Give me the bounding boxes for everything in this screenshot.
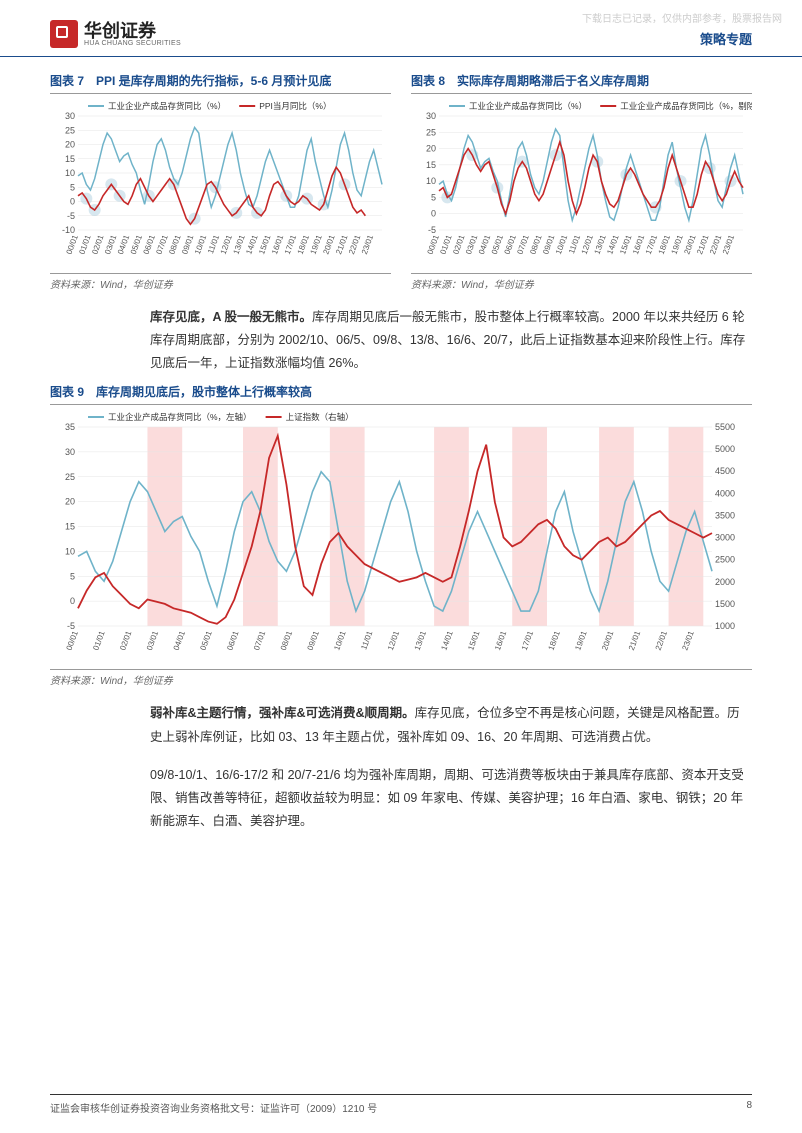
svg-text:工业企业产成品存货同比（%）: 工业企业产成品存货同比（%） [469, 101, 587, 111]
svg-text:4500: 4500 [715, 467, 735, 477]
svg-text:5500: 5500 [715, 422, 735, 432]
footer-page-number: 8 [746, 1100, 752, 1115]
svg-text:4000: 4000 [715, 489, 735, 499]
svg-text:-10: -10 [62, 225, 75, 235]
svg-text:PPI当月同比（%）: PPI当月同比（%） [259, 101, 331, 111]
logo-mark-icon [50, 20, 78, 48]
logo-text-cn: 华创证券 [84, 22, 181, 40]
paragraph-1: 库存见底，A 股一般无熊市。库存周期见底后一般无熊市，股市整体上行概率较高。20… [50, 306, 752, 375]
svg-text:3500: 3500 [715, 511, 735, 521]
svg-text:30: 30 [426, 111, 436, 121]
svg-text:3000: 3000 [715, 533, 735, 543]
watermark: 下载日志已记录，仅供内部参考，股票报告网 [582, 10, 782, 25]
svg-text:22/01: 22/01 [654, 629, 669, 651]
svg-text:15: 15 [426, 160, 436, 170]
chart9-box: 图表 9 库存周期见底后，股市整体上行概率较高 -505101520253035… [50, 383, 752, 687]
svg-text:15: 15 [65, 154, 75, 164]
svg-text:工业企业产成品存货同比（%）: 工业企业产成品存货同比（%） [108, 101, 226, 111]
para3-body: 09/8-10/1、16/6-17/2 和 20/7-21/6 均为强补库周期，… [150, 768, 744, 828]
logo-text-en: HUA CHUANG SECURITIES [84, 40, 181, 47]
svg-text:工业企业产成品存货同比（%，剔除价格因素）: 工业企业产成品存货同比（%，剔除价格因素） [620, 101, 752, 111]
svg-text:19/01: 19/01 [573, 629, 588, 651]
svg-text:10/01: 10/01 [332, 629, 347, 651]
chart7-source: 资料来源：Wind，华创证券 [50, 273, 391, 291]
svg-text:12/01: 12/01 [386, 629, 401, 651]
svg-text:10: 10 [65, 168, 75, 178]
svg-text:16/01: 16/01 [493, 629, 508, 651]
paragraph-3: 09/8-10/1、16/6-17/2 和 20/7-21/6 均为强补库周期，… [50, 764, 752, 833]
page-header: 华创证券 HUA CHUANG SECURITIES 策略专题 [0, 0, 802, 57]
svg-text:25: 25 [426, 127, 436, 137]
svg-text:0: 0 [70, 197, 75, 207]
svg-text:00/01: 00/01 [65, 629, 80, 651]
svg-text:20/01: 20/01 [600, 629, 615, 651]
chart7-box: 图表 7 PPI 是库存周期的先行指标，5-6 月预计见底 -10 -5 0 5 10 1… [50, 72, 391, 291]
svg-text:09/01: 09/01 [306, 629, 321, 651]
svg-text:15/01: 15/01 [466, 629, 481, 651]
page-footer: 证监会审核华创证券投资咨询业务资格批文号：证监许可（2009）1210 号 8 [50, 1094, 752, 1115]
logo: 华创证券 HUA CHUANG SECURITIES [50, 20, 181, 48]
chart9-source: 资料来源：Wind，华创证券 [50, 669, 752, 687]
chart8-title: 图表 8 实际库存周期略滞后于名义库存周期 [411, 72, 752, 94]
svg-text:02/01: 02/01 [118, 629, 133, 651]
svg-text:13/01: 13/01 [413, 629, 428, 651]
svg-text:01/01: 01/01 [91, 629, 106, 651]
svg-text:14/01: 14/01 [439, 629, 454, 651]
header-section-label: 策略专题 [700, 29, 752, 48]
svg-text:5: 5 [70, 182, 75, 192]
svg-text:1000: 1000 [715, 621, 735, 631]
svg-text:30: 30 [65, 111, 75, 121]
paragraph-2: 弱补库&主题行情，强补库&可选消费&顺周期。库存见底，仓位多空不再是核心问题，关… [50, 702, 752, 748]
footer-license: 证监会审核华创证券投资咨询业务资格批文号：证监许可（2009）1210 号 [50, 1100, 377, 1115]
svg-text:20: 20 [65, 497, 75, 507]
svg-text:10: 10 [65, 547, 75, 557]
svg-text:上证指数（右轴）: 上证指数（右轴） [286, 412, 354, 422]
svg-text:20: 20 [65, 140, 75, 150]
svg-text:0: 0 [431, 209, 436, 219]
svg-text:05/01: 05/01 [198, 629, 213, 651]
svg-text:1500: 1500 [715, 599, 735, 609]
svg-text:04/01: 04/01 [172, 629, 187, 651]
svg-text:-5: -5 [67, 211, 75, 221]
chart8-source: 资料来源：Wind，华创证券 [411, 273, 752, 291]
chart8-canvas: -505101520253000/0101/0102/0103/0104/010… [411, 98, 752, 268]
svg-text:2000: 2000 [715, 577, 735, 587]
svg-text:17/01: 17/01 [520, 629, 535, 651]
svg-text:03/01: 03/01 [145, 629, 160, 651]
svg-text:5000: 5000 [715, 444, 735, 454]
svg-text:25: 25 [65, 125, 75, 135]
svg-text:10: 10 [426, 176, 436, 186]
svg-text:15: 15 [65, 522, 75, 532]
svg-text:20: 20 [426, 144, 436, 154]
svg-text:06/01: 06/01 [225, 629, 240, 651]
svg-text:5: 5 [431, 192, 436, 202]
svg-text:11/01: 11/01 [359, 629, 374, 651]
svg-text:18/01: 18/01 [547, 629, 562, 651]
svg-text:工业企业产成品存货同比（%，左轴）: 工业企业产成品存货同比（%，左轴） [108, 412, 252, 422]
svg-text:21/01: 21/01 [627, 629, 642, 651]
svg-text:0: 0 [70, 597, 75, 607]
svg-text:08/01: 08/01 [279, 629, 294, 651]
svg-text:23/01: 23/01 [721, 233, 736, 255]
svg-text:23/01: 23/01 [360, 233, 375, 255]
svg-text:5: 5 [70, 572, 75, 582]
chart8-box: 图表 8 实际库存周期略滞后于名义库存周期 -505101520253000/0… [411, 72, 752, 291]
para1-bold: 库存见底，A 股一般无熊市。 [150, 310, 312, 324]
svg-text:30: 30 [65, 447, 75, 457]
svg-text:07/01: 07/01 [252, 629, 267, 651]
chart7-title: 图表 7 PPI 是库存周期的先行指标，5-6 月预计见底 [50, 72, 391, 94]
chart7-canvas: -10-505101520253000/0101/0102/0103/0104/… [50, 98, 391, 268]
chart9-canvas: -505101520253035100015002000250030003500… [50, 409, 752, 664]
para2-bold: 弱补库&主题行情，强补库&可选消费&顺周期。 [150, 706, 415, 720]
chart9-title: 图表 9 库存周期见底后，股市整体上行概率较高 [50, 383, 752, 405]
svg-text:25: 25 [65, 472, 75, 482]
svg-text:2500: 2500 [715, 555, 735, 565]
svg-text:35: 35 [65, 422, 75, 432]
chart-row-top: 图表 7 PPI 是库存周期的先行指标，5-6 月预计见底 -10 -5 0 5 10 1… [50, 72, 752, 291]
svg-text:23/01: 23/01 [680, 629, 695, 651]
